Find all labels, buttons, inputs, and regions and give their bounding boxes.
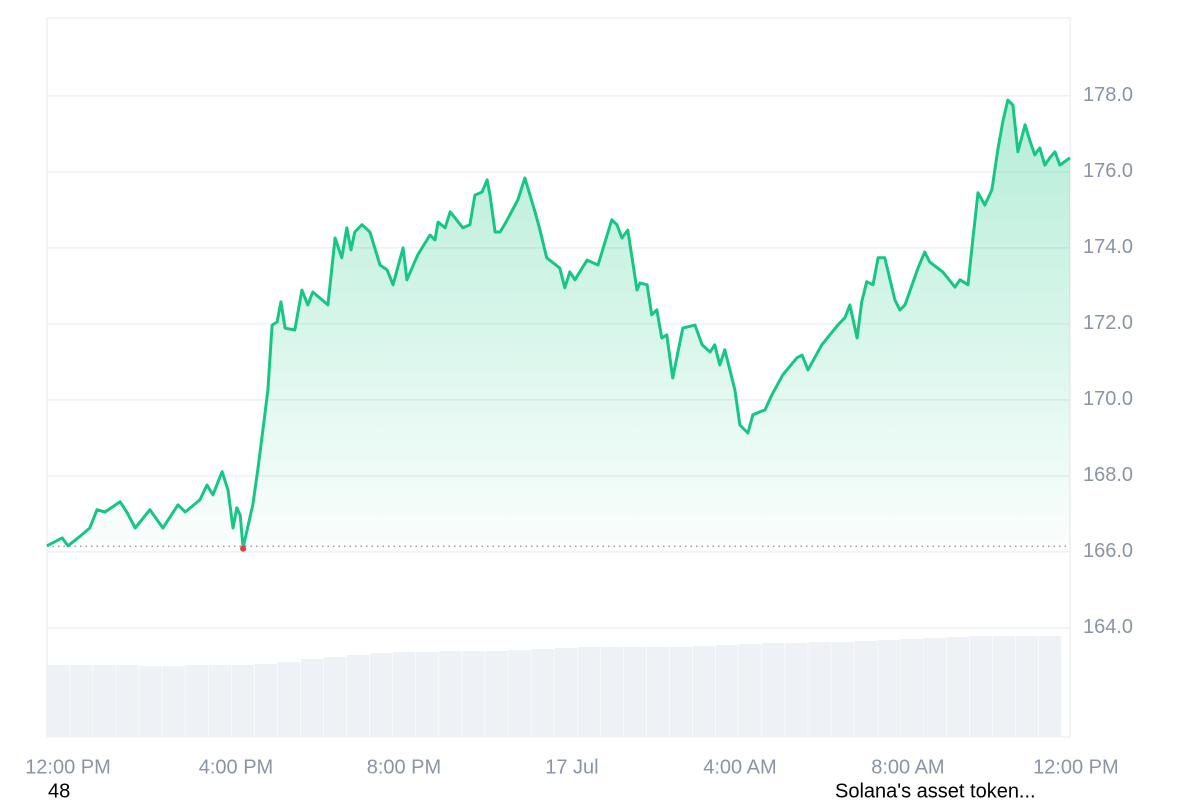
volume-bar xyxy=(531,649,554,737)
volume-bar xyxy=(369,653,393,737)
volume-bar xyxy=(231,665,255,737)
volume-bar xyxy=(992,636,1016,737)
volume-bar xyxy=(1015,636,1039,737)
y-tick-label: 170.0 xyxy=(1083,388,1133,410)
y-tick-label: 164.0 xyxy=(1083,616,1133,638)
volume-bar xyxy=(646,647,670,737)
x-tick-label: 4:00 PM xyxy=(199,756,273,778)
volume-bar xyxy=(877,640,900,737)
volume-bar xyxy=(831,642,854,737)
x-tick-label: 17 Jul xyxy=(545,756,598,778)
volume-bar xyxy=(577,647,601,737)
volume-bar xyxy=(139,666,162,737)
plot-layer xyxy=(46,98,1071,552)
volume-bar xyxy=(923,638,947,737)
volume-bar xyxy=(47,665,70,737)
volume-bar xyxy=(600,647,624,737)
volume-bar xyxy=(623,647,647,737)
x-tick-label: 8:00 PM xyxy=(367,756,441,778)
x-tick-label: 4:00 AM xyxy=(703,756,776,778)
volume-bar xyxy=(208,665,231,737)
y-tick-label: 178.0 xyxy=(1083,84,1133,106)
min-marker xyxy=(240,545,247,552)
volume-bar xyxy=(739,644,762,737)
volume-bar xyxy=(162,666,185,737)
volume-layer xyxy=(47,636,1062,737)
x-tick-label: 8:00 AM xyxy=(871,756,944,778)
x-tick-label: 12:00 PM xyxy=(25,756,111,778)
volume-bar xyxy=(462,651,485,737)
volume-bar xyxy=(185,665,208,737)
volume-bar xyxy=(116,665,139,737)
price-line xyxy=(46,98,1071,550)
volume-bar xyxy=(946,637,970,737)
price-area xyxy=(47,100,1070,548)
y-tick-label: 172.0 xyxy=(1083,312,1133,334)
volume-bar xyxy=(254,664,278,737)
x-tick-label: 12:00 PM xyxy=(1033,756,1119,778)
volume-bar xyxy=(554,648,577,737)
volume-bar xyxy=(93,665,116,737)
volume-bar xyxy=(808,642,831,737)
volume-bar xyxy=(485,651,508,737)
volume-bar xyxy=(900,639,923,737)
volume-bar xyxy=(346,655,370,737)
volume-bar xyxy=(715,645,739,737)
volume-bar xyxy=(439,651,462,737)
volume-bar xyxy=(785,643,808,737)
footer-left: 48 xyxy=(48,780,70,800)
y-tick-label: 166.0 xyxy=(1083,540,1133,562)
volume-bar xyxy=(692,646,716,737)
volume-bar xyxy=(854,641,877,737)
y-tick-label: 176.0 xyxy=(1083,160,1133,182)
volume-bar xyxy=(416,652,439,737)
volume-bar xyxy=(969,636,993,737)
volume-bar xyxy=(393,652,416,737)
volume-bar xyxy=(277,662,301,737)
volume-bar xyxy=(323,657,347,737)
volume-bar xyxy=(508,650,531,737)
y-tick-label: 168.0 xyxy=(1083,464,1133,486)
volume-bar xyxy=(669,647,693,737)
volume-bar xyxy=(762,643,785,737)
y-tick-label: 174.0 xyxy=(1083,236,1133,258)
footer-right: Solana's asset token... xyxy=(835,780,1036,800)
volume-bar xyxy=(1038,636,1062,737)
volume-bar xyxy=(70,665,93,737)
volume-bar xyxy=(300,659,324,737)
